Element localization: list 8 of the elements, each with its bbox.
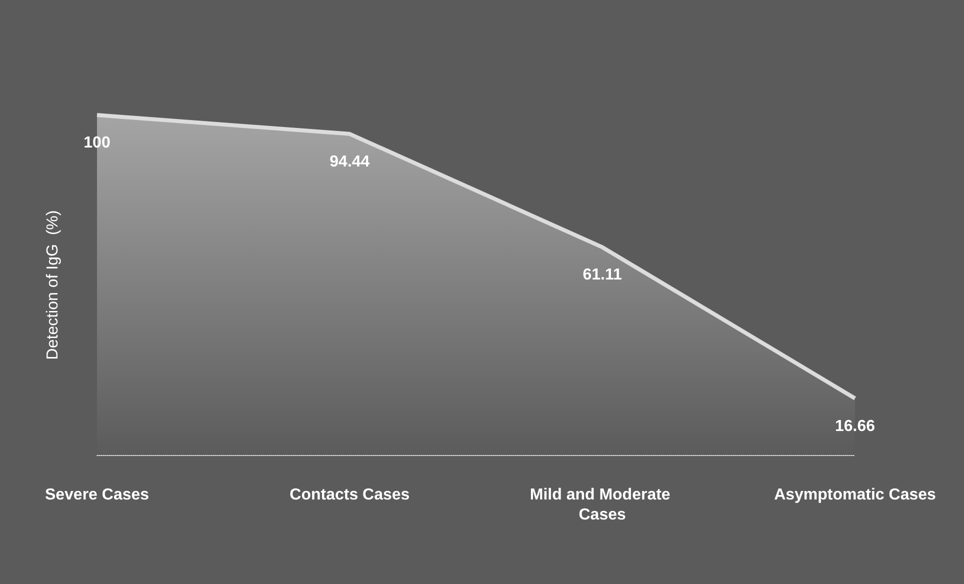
- y-axis-title: Detection of IgG (%): [44, 210, 62, 360]
- data-label: 61.11: [582, 266, 622, 284]
- x-tick-label: Severe Cases: [44, 486, 150, 504]
- x-tick-label: Asymptomatic Cases: [774, 486, 936, 504]
- x-tick-label: Mild and Moderate Cases: [530, 486, 675, 524]
- data-label: 94.44: [330, 153, 370, 170]
- x-tick-label: Contacts Cases: [290, 486, 410, 504]
- data-label: 16.66: [834, 418, 876, 435]
